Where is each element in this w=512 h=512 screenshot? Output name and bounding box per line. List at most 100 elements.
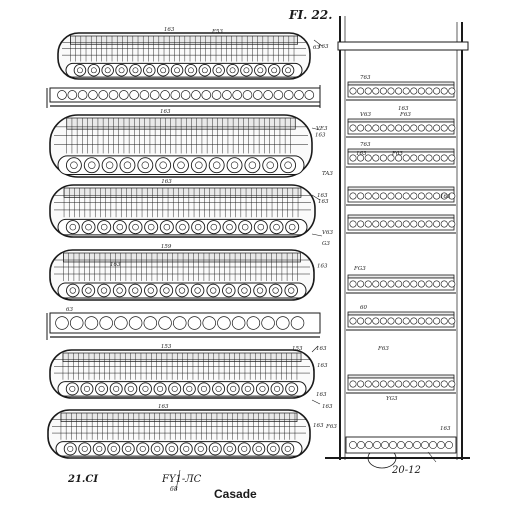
wheel-hub: [177, 161, 185, 169]
figure-code: FY1-ЛC: [162, 474, 202, 485]
rack-shelf: [346, 186, 456, 206]
stored-wheel: [433, 220, 441, 228]
rack-shelf: V63 F63: [346, 112, 456, 138]
hull-tag: 163: [315, 133, 326, 139]
road-wheel: [281, 442, 295, 456]
stored-wheel: [410, 192, 418, 200]
rail-wheel: [67, 90, 78, 100]
wheel-hub: [215, 67, 222, 74]
stored-wheel: [440, 192, 448, 200]
road-wheel: [138, 382, 152, 396]
hull-deck: [70, 35, 298, 45]
rail-wheel: [114, 316, 128, 330]
stored-wheel: [440, 87, 448, 95]
road-wheel: [241, 382, 255, 396]
wheel-hub: [256, 287, 264, 294]
rail-wheel: [84, 316, 99, 330]
stored-wheel: [357, 87, 365, 95]
stored-wheel: [440, 317, 448, 325]
road-wheel: [144, 220, 159, 235]
wheel-hub: [197, 445, 204, 452]
road-wheel: [266, 442, 280, 456]
road-wheel: [285, 220, 300, 235]
wheel-hub: [105, 161, 114, 169]
wheel-hub: [229, 67, 236, 74]
track-belt: [65, 62, 303, 78]
rail-wheel: [304, 90, 315, 100]
road-wheel: [262, 157, 279, 174]
wheel-hub: [210, 287, 217, 294]
road-wheel: [92, 442, 106, 456]
reference-callout: V63: [322, 230, 333, 236]
rail-wheel: [180, 90, 191, 100]
wheel-hub: [274, 385, 281, 392]
road-wheel: [128, 283, 142, 298]
stored-wheel: [448, 192, 456, 200]
stored-wheel: [448, 280, 456, 288]
wheel-hub: [178, 287, 186, 294]
wheel-hub: [212, 445, 219, 452]
road-wheel: [109, 382, 123, 396]
stored-wheel: [410, 280, 418, 288]
road-wheel: [270, 382, 284, 396]
stored-wheel: [433, 380, 441, 388]
wheel-hub: [127, 385, 134, 392]
rail-wheel: [158, 316, 172, 330]
stored-wheel: [379, 220, 387, 228]
road-wheel: [240, 64, 253, 77]
stored-wheel: [372, 87, 380, 95]
wheel-hub: [255, 445, 262, 452]
wheel-hub: [248, 161, 257, 169]
road-wheel: [121, 442, 135, 456]
road-wheel: [237, 442, 251, 456]
cradle-wheel: [413, 441, 421, 449]
figure-title: FI. 22.: [289, 8, 333, 22]
road-wheel: [119, 157, 136, 174]
road-wheel: [179, 442, 193, 456]
shelf-tag: 763: [360, 142, 371, 148]
road-wheel: [81, 283, 96, 298]
reference-callout: 153: [292, 346, 303, 352]
road-wheel: [78, 442, 92, 456]
stored-wheel: [379, 87, 387, 95]
stored-wheel: [387, 280, 395, 288]
stored-wheel: [349, 380, 357, 388]
shelf-board: [347, 214, 455, 219]
leader-line: [311, 194, 321, 201]
road-wheel: [156, 64, 170, 77]
stored-wheel: [349, 124, 357, 132]
wheel-hub: [257, 223, 265, 231]
wheel-hub: [132, 67, 139, 74]
road-wheel: [95, 382, 109, 396]
figure-caption: Casade: [214, 487, 257, 501]
stored-wheel: [372, 192, 380, 200]
road-wheel: [137, 157, 154, 174]
reference-callout: YG3: [386, 396, 398, 402]
road-wheel: [101, 157, 118, 174]
stored-wheel: [448, 220, 456, 228]
rail-wheel: [149, 90, 160, 100]
road-wheel: [115, 64, 128, 77]
road-wheel: [222, 283, 236, 298]
shelf-board: [347, 311, 455, 316]
road-wheel: [73, 64, 87, 77]
reference-callout: FG3: [353, 266, 366, 272]
figure-sub-code: 68: [170, 486, 178, 493]
rack-shelf: [346, 274, 456, 294]
cradle-wheel: [365, 441, 373, 449]
rail-wheel: [283, 90, 294, 100]
cradle-wheel: [389, 441, 397, 449]
track-rail: 63: [49, 307, 321, 338]
wheel-hub: [244, 385, 251, 392]
stored-wheel: [402, 280, 410, 288]
hull-tag: 163: [313, 423, 324, 429]
leader-line: [313, 39, 323, 47]
stored-wheel: [402, 192, 410, 200]
hull-tag: 163: [164, 27, 175, 33]
wheel-hub: [98, 385, 105, 392]
hull-tag: 163: [158, 404, 169, 410]
rack-shelf: 763: [346, 142, 456, 168]
stored-wheel: [379, 154, 387, 162]
road-wheel: [65, 220, 80, 235]
